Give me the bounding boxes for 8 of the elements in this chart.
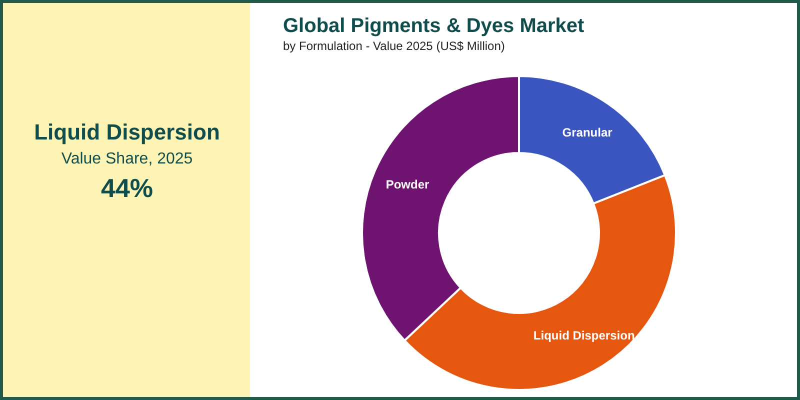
- chart-title: Global Pigments & Dyes Market: [283, 15, 585, 37]
- slice-label: Powder: [386, 178, 430, 192]
- slice-label: Granular: [562, 126, 613, 140]
- text: Value Share, 2025: [61, 150, 193, 168]
- text: Liquid Dispersion: [34, 120, 220, 144]
- slice-label: Liquid Dispersion: [533, 328, 635, 343]
- chart-subtitle: by Formulation - Value 2025 (US$ Million): [283, 39, 505, 53]
- text: 44%: [100, 173, 154, 203]
